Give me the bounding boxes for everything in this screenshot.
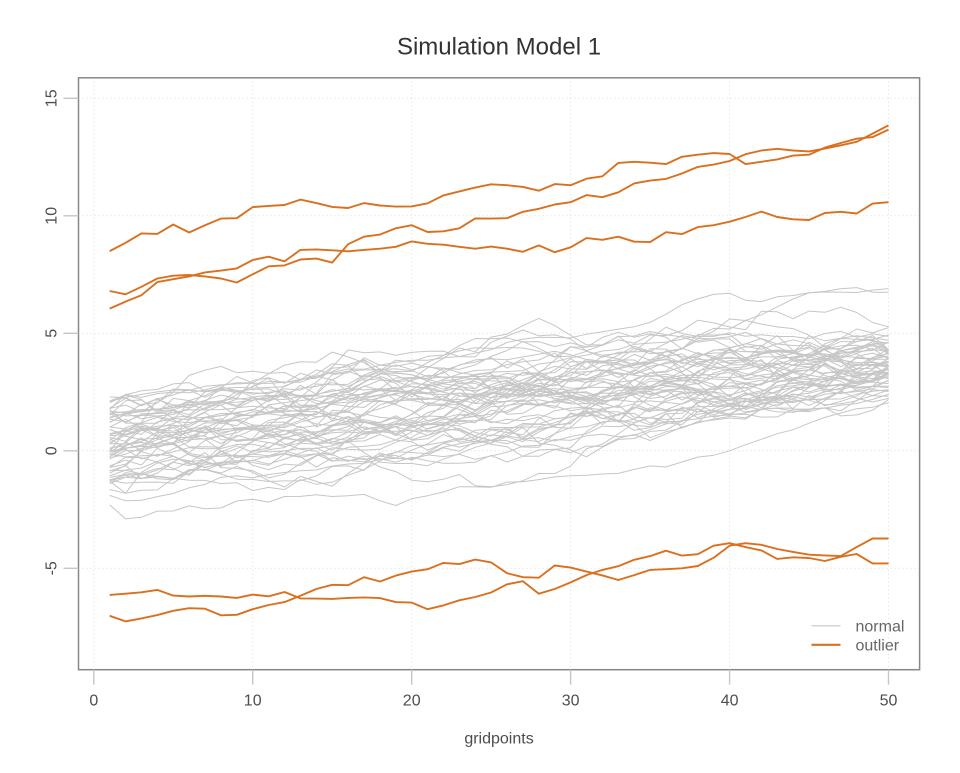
svg-text:-5: -5 [44, 561, 61, 575]
svg-text:normal: normal [856, 618, 905, 635]
svg-text:50: 50 [880, 693, 898, 710]
svg-text:20: 20 [403, 693, 421, 710]
svg-text:15: 15 [44, 89, 61, 107]
svg-text:30: 30 [562, 693, 580, 710]
svg-text:10: 10 [44, 207, 61, 225]
svg-text:10: 10 [244, 693, 262, 710]
svg-text:Simulation Model 1: Simulation Model 1 [397, 34, 601, 61]
svg-text:0: 0 [89, 693, 98, 710]
svg-text:gridpoints: gridpoints [464, 730, 533, 747]
svg-text:outlier: outlier [856, 637, 900, 654]
svg-text:40: 40 [721, 693, 739, 710]
svg-text:0: 0 [44, 446, 61, 455]
svg-text:5: 5 [44, 329, 61, 338]
